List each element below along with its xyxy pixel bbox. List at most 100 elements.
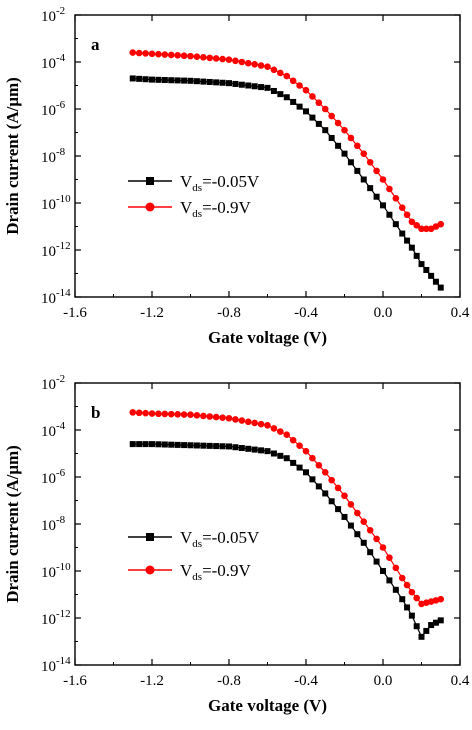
data-point-square bbox=[290, 98, 297, 105]
data-point-circle bbox=[270, 66, 278, 74]
data-point-circle bbox=[155, 50, 162, 58]
data-point-square bbox=[392, 586, 399, 593]
data-point-circle bbox=[354, 509, 361, 517]
data-point-circle bbox=[334, 119, 342, 127]
data-point-square bbox=[432, 619, 439, 626]
x-axis-title: Gate voltage (V) bbox=[208, 328, 327, 347]
data-point-square bbox=[408, 612, 415, 619]
data-point-circle bbox=[341, 492, 348, 500]
legend-label: Vds=-0.05V bbox=[180, 528, 260, 550]
data-point-circle bbox=[212, 55, 220, 62]
data-point-circle bbox=[360, 518, 368, 525]
y-tick-label: 10-14 bbox=[41, 287, 71, 307]
data-point-circle bbox=[206, 54, 214, 62]
data-point-square bbox=[328, 498, 335, 505]
data-point-square bbox=[437, 617, 444, 624]
data-point-square bbox=[245, 82, 252, 89]
data-point-square bbox=[354, 531, 361, 538]
data-point-circle bbox=[167, 51, 175, 59]
data-point-circle bbox=[373, 535, 380, 543]
data-point-circle bbox=[302, 447, 310, 455]
data-point-circle bbox=[373, 167, 380, 175]
data-point-circle bbox=[174, 411, 181, 418]
data-point-square bbox=[290, 459, 297, 466]
data-point-square bbox=[335, 506, 342, 513]
data-point-square bbox=[168, 77, 175, 84]
data-point-square bbox=[423, 627, 430, 634]
legend-marker-circle bbox=[145, 565, 155, 575]
data-point-square bbox=[238, 445, 245, 452]
data-point-circle bbox=[418, 225, 425, 233]
data-point-square bbox=[264, 448, 271, 455]
data-point-square bbox=[251, 83, 258, 90]
data-point-square bbox=[373, 193, 380, 200]
data-point-square bbox=[174, 77, 181, 84]
data-point-circle bbox=[257, 62, 265, 69]
data-point-circle bbox=[142, 50, 149, 57]
data-point-circle bbox=[366, 158, 374, 166]
data-point-square bbox=[386, 211, 393, 218]
y-tick-label: 10-2 bbox=[41, 373, 65, 393]
data-point-square bbox=[413, 252, 420, 259]
data-point-square bbox=[200, 442, 207, 449]
data-point-circle bbox=[251, 61, 258, 68]
data-point-circle bbox=[264, 422, 271, 429]
data-point-square bbox=[155, 76, 162, 83]
data-point-square bbox=[347, 522, 354, 529]
data-point-square bbox=[341, 513, 348, 520]
chart-panel-b: -1.6 -1.2 -0.8 -0.4 0.0 0.4 10-2 10-4 10-6 10-8 10… bbox=[3, 373, 470, 715]
data-point-circle bbox=[321, 105, 329, 113]
data-point-circle bbox=[379, 176, 387, 183]
data-point-circle bbox=[289, 436, 297, 444]
data-point-circle bbox=[148, 50, 156, 58]
data-point-circle bbox=[354, 142, 361, 150]
data-point-circle bbox=[244, 59, 252, 67]
data-point-circle bbox=[423, 225, 430, 233]
data-point-circle bbox=[232, 416, 239, 423]
data-point-circle bbox=[398, 204, 406, 211]
data-point-square bbox=[283, 455, 290, 462]
data-point-square bbox=[187, 77, 194, 84]
data-point-square bbox=[428, 272, 435, 279]
panel-letter: b bbox=[91, 403, 100, 422]
data-point-circle bbox=[135, 409, 143, 417]
data-point-square bbox=[270, 450, 277, 457]
data-point-circle bbox=[212, 413, 220, 421]
legend-label: Vds=-0.05V bbox=[180, 172, 260, 194]
data-point-circle bbox=[129, 409, 137, 416]
data-point-circle bbox=[289, 77, 297, 85]
data-point-square bbox=[238, 81, 245, 88]
data-point-circle bbox=[309, 454, 316, 462]
data-point-circle bbox=[161, 51, 169, 58]
data-point-circle bbox=[296, 442, 303, 449]
legend-marker-circle bbox=[145, 202, 155, 212]
data-point-square bbox=[303, 108, 309, 115]
data-point-circle bbox=[180, 411, 188, 418]
data-point-square bbox=[206, 442, 213, 449]
data-point-circle bbox=[251, 419, 258, 427]
x-tick-label: -0.4 bbox=[294, 305, 318, 321]
series-0 bbox=[129, 441, 444, 640]
legend-entry-0: Vds=-0.05V bbox=[128, 172, 260, 194]
y-tick-label: 10-14 bbox=[41, 655, 71, 675]
legend-label: Vds=-0.9V bbox=[180, 198, 252, 220]
series-1 bbox=[129, 49, 445, 233]
data-point-square bbox=[277, 91, 284, 98]
data-point-circle bbox=[193, 412, 201, 419]
y-tick-label: 10-8 bbox=[41, 146, 66, 166]
data-point-square bbox=[258, 447, 265, 454]
y-tick-label: 10-8 bbox=[41, 514, 66, 534]
x-tick-label: -1.6 bbox=[63, 305, 87, 321]
data-point-circle bbox=[200, 412, 207, 420]
data-point-square bbox=[328, 134, 335, 141]
data-point-circle bbox=[386, 185, 393, 193]
data-point-circle bbox=[225, 56, 233, 63]
data-point-circle bbox=[142, 409, 149, 417]
data-point-circle bbox=[392, 564, 400, 572]
data-point-square bbox=[155, 441, 162, 448]
y-tick-label: 10-12 bbox=[41, 608, 71, 628]
data-point-circle bbox=[174, 52, 181, 59]
data-point-square bbox=[251, 446, 258, 453]
data-point-circle bbox=[334, 484, 342, 492]
data-point-circle bbox=[347, 134, 355, 142]
